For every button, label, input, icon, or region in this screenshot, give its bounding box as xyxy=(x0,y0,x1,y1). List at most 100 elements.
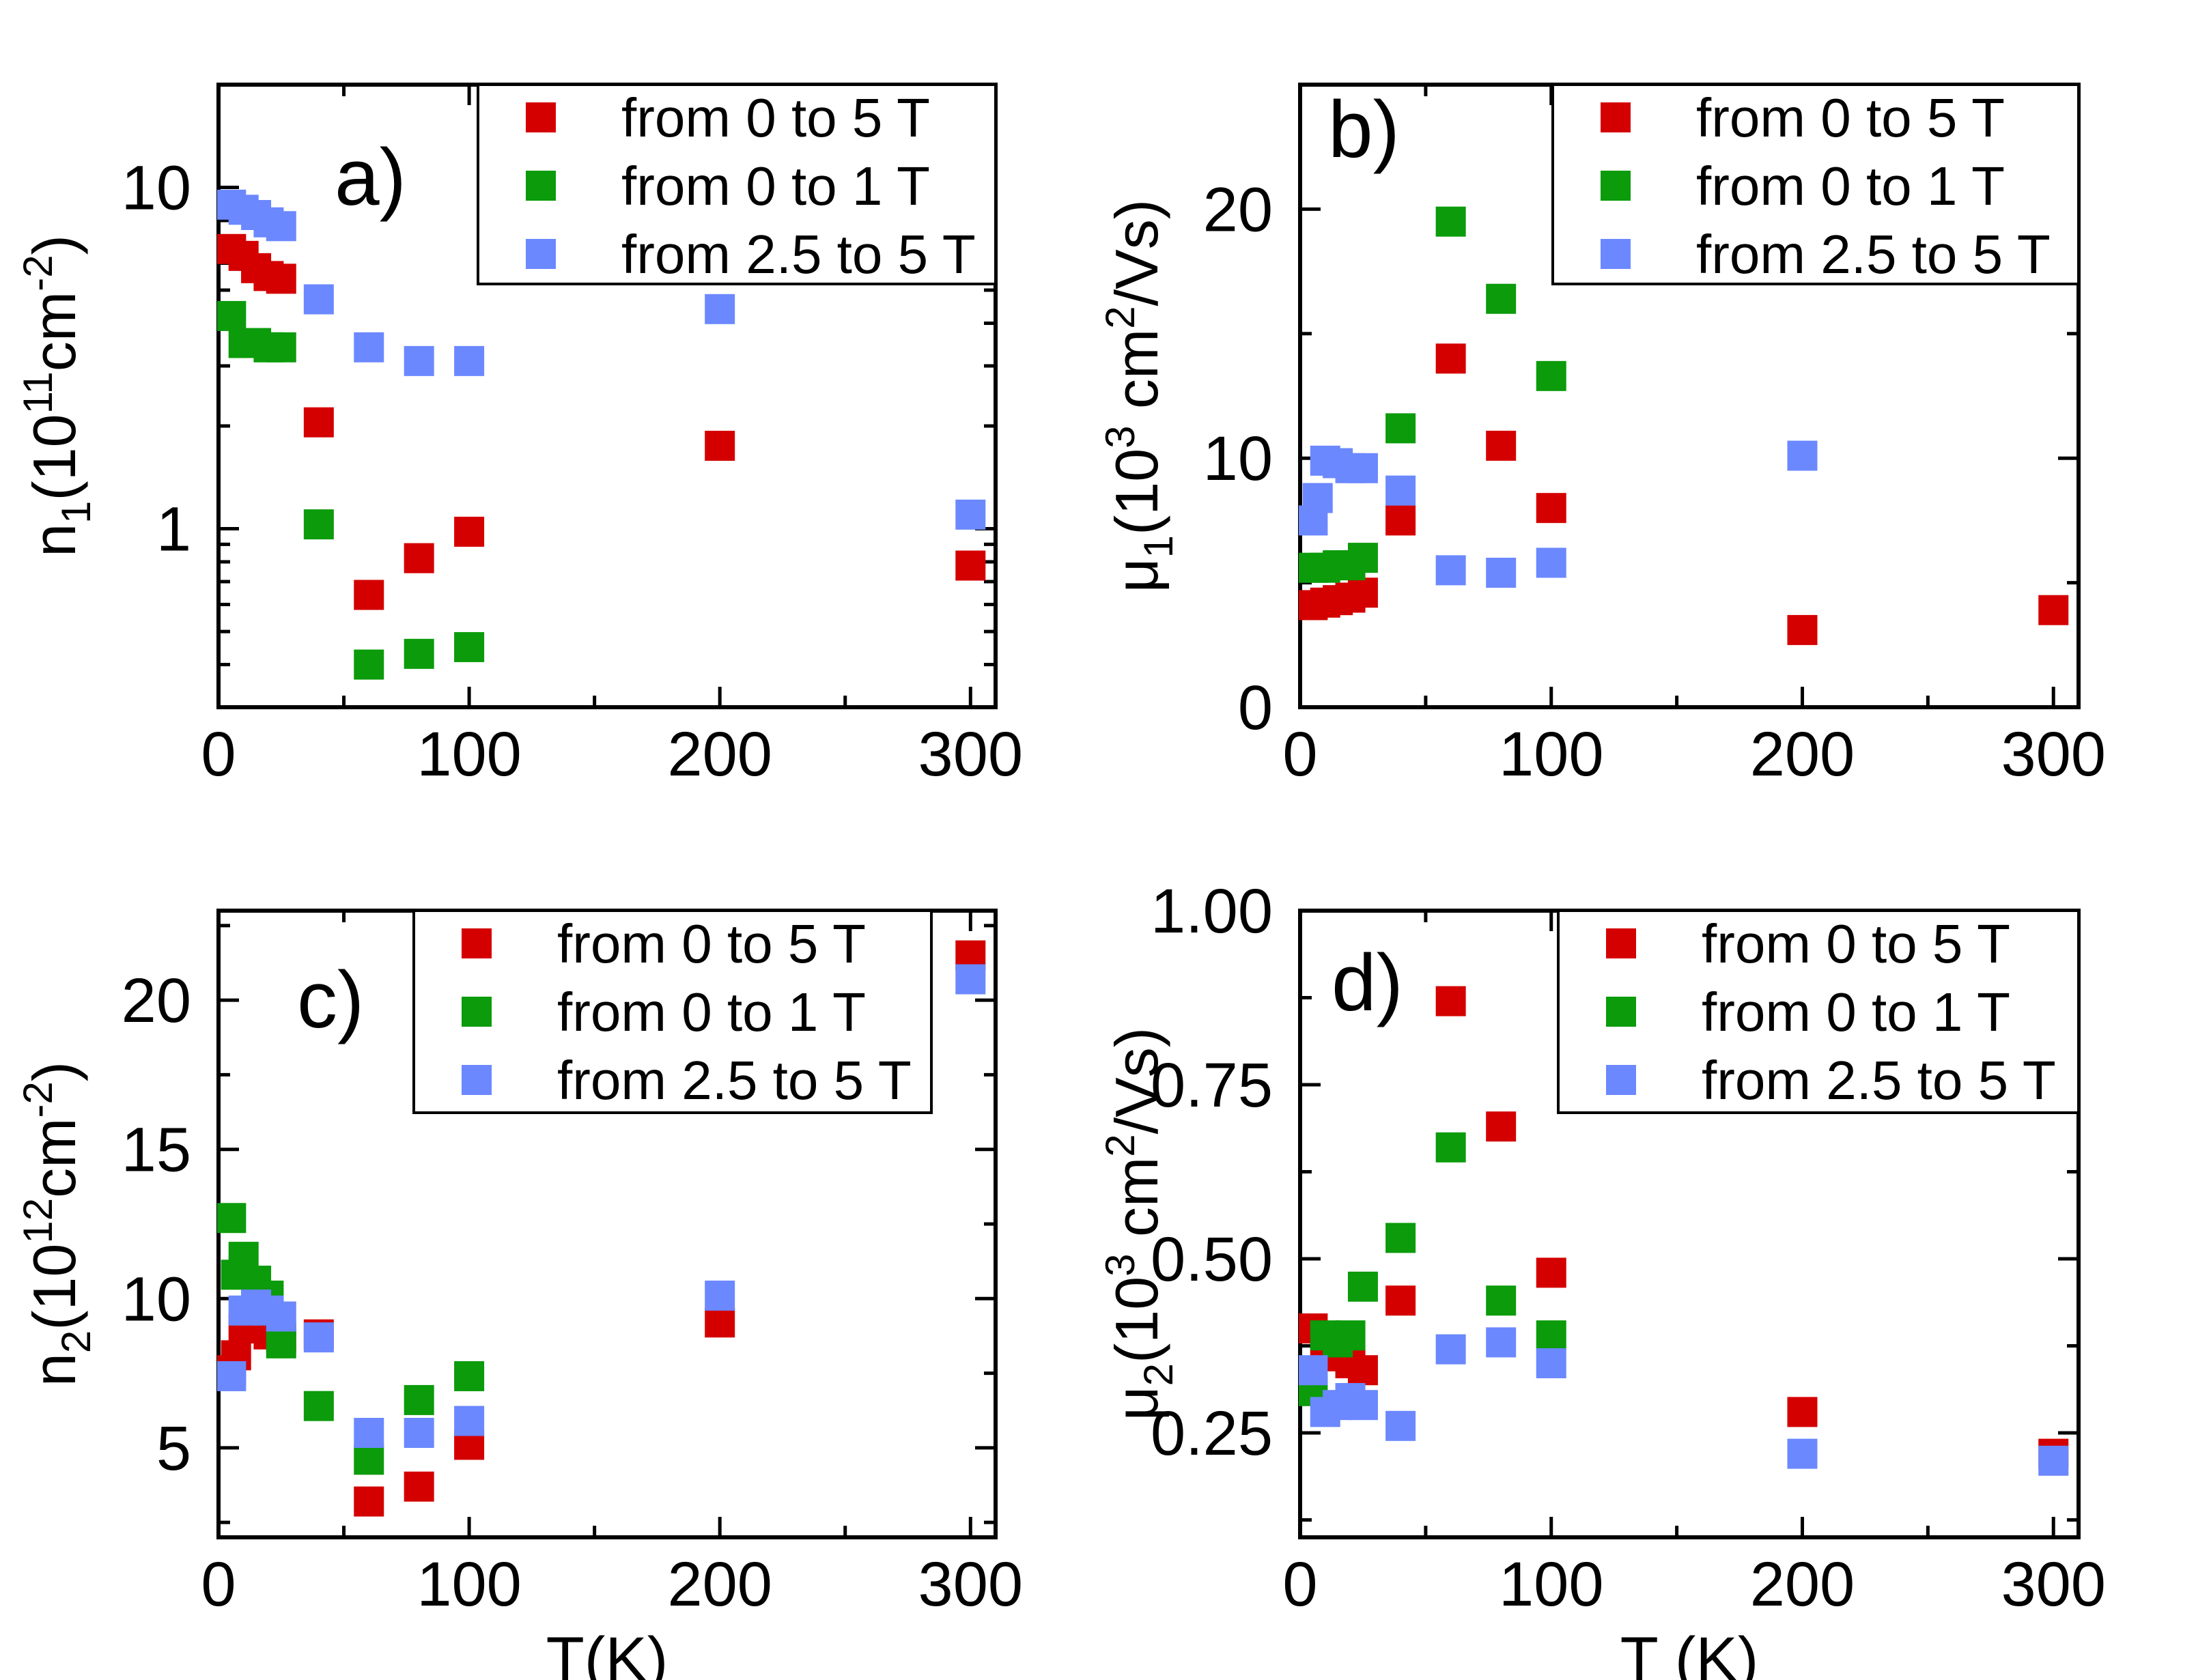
data-point xyxy=(1302,483,1333,513)
data-point xyxy=(217,300,247,331)
x-tick-label: 200 xyxy=(1750,720,1855,789)
data-point xyxy=(266,264,296,294)
data-point xyxy=(1486,1327,1517,1358)
x-tick-label: 300 xyxy=(918,720,1024,789)
data-point xyxy=(1347,1271,1378,1302)
y-tick-label: 10 xyxy=(122,154,191,223)
legend: from 0 to 5 T from 0 to 1 T from 2.5 to 5 … xyxy=(412,909,933,1114)
data-point xyxy=(404,345,434,376)
markers xyxy=(1299,986,2069,1476)
panel-label: a) xyxy=(335,132,406,223)
data-point xyxy=(1347,1390,1378,1421)
data-point xyxy=(1486,558,1517,588)
data-point xyxy=(354,332,384,362)
data-point xyxy=(303,509,334,540)
data-point xyxy=(303,1322,334,1353)
legend-entry: from 2.5 to 5 T xyxy=(557,1050,912,1111)
y-tick-label: 10 xyxy=(122,1264,191,1334)
x-tick-label: 200 xyxy=(667,720,772,789)
x-tick-label: 100 xyxy=(417,1550,522,1619)
legend-box xyxy=(412,909,933,1114)
data-point xyxy=(1536,360,1566,391)
data-point xyxy=(1435,1334,1466,1365)
data-point xyxy=(1787,440,1818,471)
panel-d: 0 100 200 300 0.25 0.50 0.75 1.00 μ2(103 cm2/Vs)… xyxy=(1097,877,2106,1680)
data-point xyxy=(1486,283,1517,314)
data-point xyxy=(1486,1285,1517,1316)
data-point xyxy=(454,1361,485,1391)
data-point xyxy=(1486,1111,1517,1142)
data-point xyxy=(1536,493,1566,524)
legend-marker xyxy=(526,171,556,201)
data-point xyxy=(1787,1438,1818,1469)
y-axis-label: n2(1012cm-2) xyxy=(15,1062,99,1386)
legend-marker xyxy=(526,102,556,132)
x-tick-label: 200 xyxy=(667,1550,772,1619)
y-tick-label: 20 xyxy=(1203,175,1273,244)
x-tick-label: 300 xyxy=(918,1550,1024,1619)
legend: from 0 to 5 T from 0 to 1 T from 2.5 to 5 … xyxy=(1557,909,2080,1114)
x-tick-label: 0 xyxy=(1282,1550,1317,1619)
data-point xyxy=(1536,547,1566,578)
legend-marker xyxy=(1606,928,1636,958)
data-point xyxy=(1385,1285,1416,1316)
y-tick-label: 10 xyxy=(1203,424,1273,494)
data-point xyxy=(1299,1355,1328,1386)
legend-entry: from 0 to 1 T xyxy=(621,156,930,216)
legend: from 0 to 5 T from 0 to 1 T from 2.5 to 5 … xyxy=(477,83,997,285)
data-point xyxy=(705,1280,735,1311)
data-point xyxy=(1787,1397,1818,1427)
x-axis-label: T (K) xyxy=(1620,1625,1759,1680)
data-point xyxy=(454,1406,485,1436)
data-point xyxy=(303,1391,334,1421)
data-point xyxy=(1347,453,1378,483)
data-point xyxy=(404,1384,434,1415)
legend-marker xyxy=(462,1065,492,1095)
legend-marker xyxy=(526,239,556,269)
data-point xyxy=(955,964,986,995)
x-tick-label: 0 xyxy=(201,1550,236,1619)
data-point xyxy=(354,1444,384,1475)
data-point xyxy=(266,1328,296,1358)
y-tick-label: 0 xyxy=(1238,673,1273,743)
data-point xyxy=(404,1471,434,1502)
legend-entry: from 0 to 5 T xyxy=(1702,913,2010,974)
legend-marker xyxy=(1606,997,1636,1027)
legend-entry: from 2.5 to 5 T xyxy=(1702,1050,2056,1111)
data-point xyxy=(1347,1355,1378,1386)
y-tick-label: 0.25 xyxy=(1151,1399,1273,1468)
panel-c: 0 100 200 300 5 10 15 20 n2(1012cm-2) T(K) c) from … xyxy=(15,909,1024,1680)
x-axis-label: T(K) xyxy=(546,1625,668,1680)
data-point xyxy=(454,345,485,376)
data-point xyxy=(705,431,735,461)
panel-label: d) xyxy=(1332,938,1403,1028)
data-point xyxy=(1435,343,1466,374)
y-tick-label: 5 xyxy=(156,1414,191,1483)
legend-marker xyxy=(1606,1065,1636,1095)
legend-entry: from 0 to 5 T xyxy=(621,87,930,148)
data-point xyxy=(1385,1410,1416,1441)
legend-box xyxy=(477,83,997,285)
x-tick-label: 300 xyxy=(2001,720,2106,789)
y-axis-label: μ2(103 cm2/Vs) xyxy=(1097,1027,1181,1421)
data-point xyxy=(2038,1445,2069,1476)
data-point xyxy=(1435,206,1466,237)
legend-entry: from 0 to 5 T xyxy=(1696,87,2005,148)
data-point xyxy=(354,580,384,610)
legend: from 0 to 5 T from 0 to 1 T from 2.5 to 5 … xyxy=(1551,83,2080,285)
data-point xyxy=(454,516,485,547)
x-tick-label: 0 xyxy=(1282,720,1317,789)
panel-label: b) xyxy=(1328,85,1400,175)
panel-a: 0 100 200 300 1 10 n1(1011cm-2) a) from 0 to 5 T… xyxy=(15,83,1024,789)
y-tick-label: 20 xyxy=(122,966,191,1036)
y-tick-label: 0.50 xyxy=(1151,1225,1273,1294)
data-point xyxy=(404,638,434,669)
data-point xyxy=(354,1486,384,1517)
x-tick-label: 100 xyxy=(417,720,522,789)
markers xyxy=(217,189,986,680)
y-tick-label: 15 xyxy=(122,1115,191,1185)
y-tick-label: 1 xyxy=(156,495,191,565)
data-point xyxy=(2038,595,2069,625)
data-point xyxy=(1385,505,1416,536)
